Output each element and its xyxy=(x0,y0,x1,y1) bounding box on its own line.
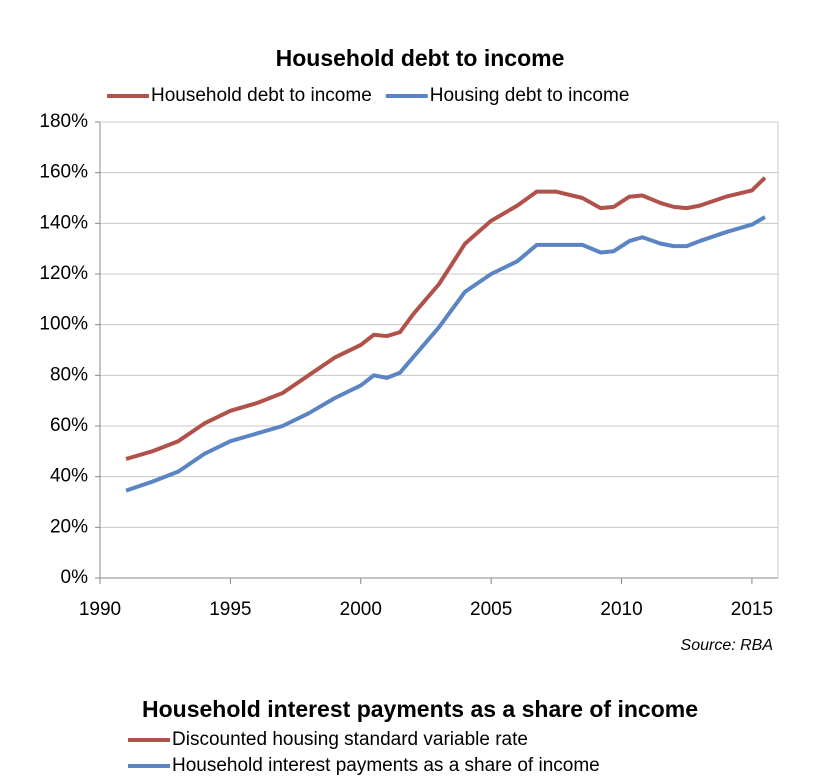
x-tick-label: 2000 xyxy=(340,599,382,620)
y-tick-label: 20% xyxy=(50,516,88,537)
y-tick-label: 0% xyxy=(61,567,89,588)
chart-title: Household debt to income xyxy=(276,45,565,71)
legend-label: Household debt to income xyxy=(151,85,372,106)
y-tick-label: 100% xyxy=(39,314,88,335)
y-tick-label: 60% xyxy=(50,415,88,436)
y-tick-label: 120% xyxy=(39,263,88,284)
chart-title: Household interest payments as a share o… xyxy=(142,696,698,722)
x-tick-label: 2010 xyxy=(600,599,642,620)
x-tick-label: 1995 xyxy=(209,599,251,620)
x-tick-label: 2005 xyxy=(470,599,512,620)
legend-label: Housing debt to income xyxy=(430,85,630,106)
y-tick-label: 140% xyxy=(39,212,88,233)
y-tick-label: 160% xyxy=(39,162,88,183)
y-tick-label: 180% xyxy=(39,111,88,132)
y-tick-label: 40% xyxy=(50,466,88,487)
x-tick-label: 2015 xyxy=(731,599,773,620)
data-line xyxy=(125,176,767,461)
source-note: Source: RBA xyxy=(681,637,773,654)
legend-label: Household interest payments as a share o… xyxy=(172,755,600,776)
y-tick-label: 80% xyxy=(50,364,88,385)
data-line xyxy=(125,215,766,493)
legend-label: Discounted housing standard variable rat… xyxy=(172,729,528,750)
x-tick-label: 1990 xyxy=(79,599,121,620)
